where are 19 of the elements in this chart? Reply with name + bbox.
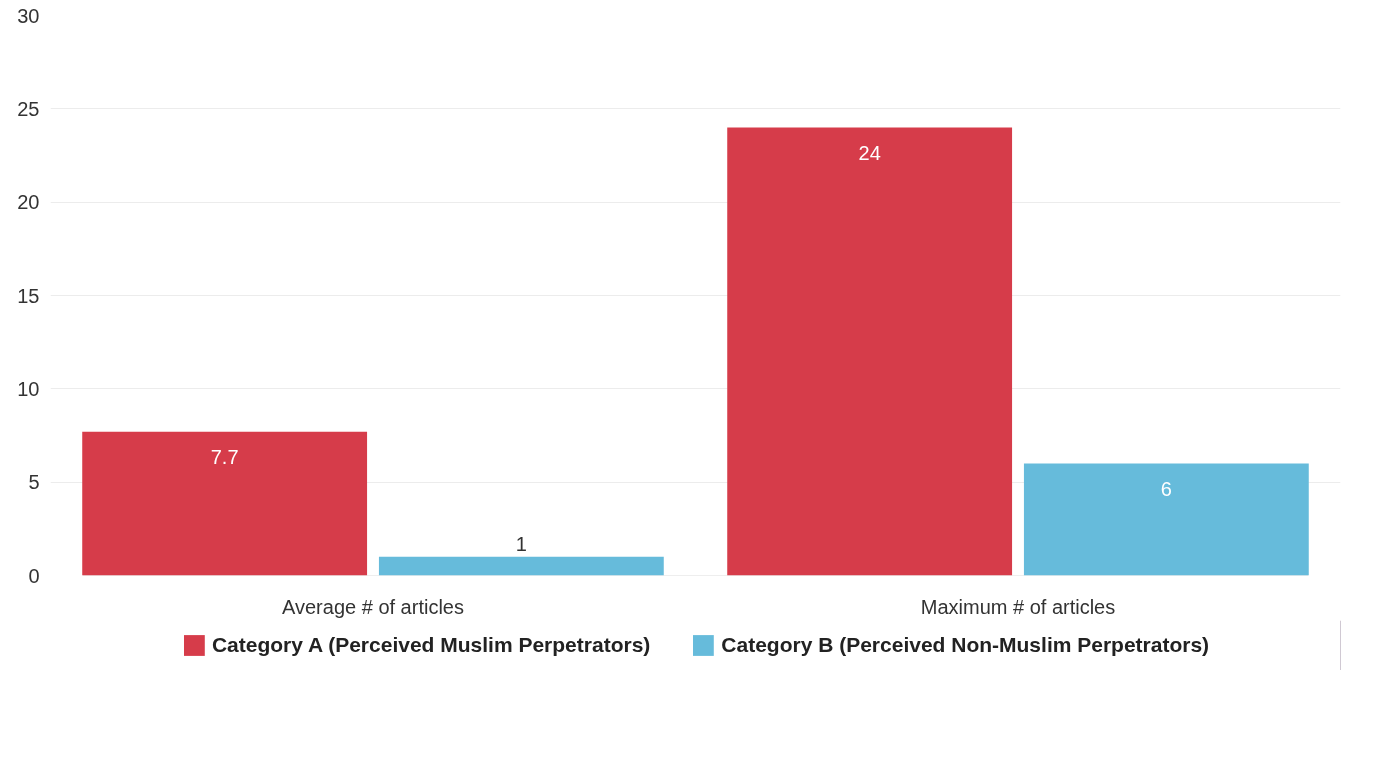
bar — [378, 556, 664, 576]
y-tick-label: 5 — [28, 471, 40, 494]
data-label: 24 — [858, 141, 881, 164]
y-tick-label: 10 — [17, 377, 40, 400]
y-tick-label: 20 — [17, 191, 40, 214]
x-tick-label: Maximum # of articles — [920, 595, 1116, 618]
y-tick-label: 30 — [17, 4, 40, 27]
bar — [1023, 463, 1309, 576]
bar — [82, 431, 368, 576]
x-tick-label: Average # of articles — [282, 595, 464, 618]
bar — [727, 127, 1013, 576]
legend-label: Category B (Perceived Non-Muslim Perpetrators) — [721, 633, 1210, 657]
legend-label: Category A (Perceived Muslim Perpetrators) — [211, 633, 651, 657]
data-label: 7.7 — [210, 445, 239, 468]
data-label: 6 — [1160, 477, 1172, 500]
y-tick-label: 15 — [17, 284, 40, 307]
y-tick-label: 25 — [17, 97, 40, 120]
data-label: 1 — [515, 532, 527, 555]
y-tick-label: 0 — [28, 564, 40, 587]
